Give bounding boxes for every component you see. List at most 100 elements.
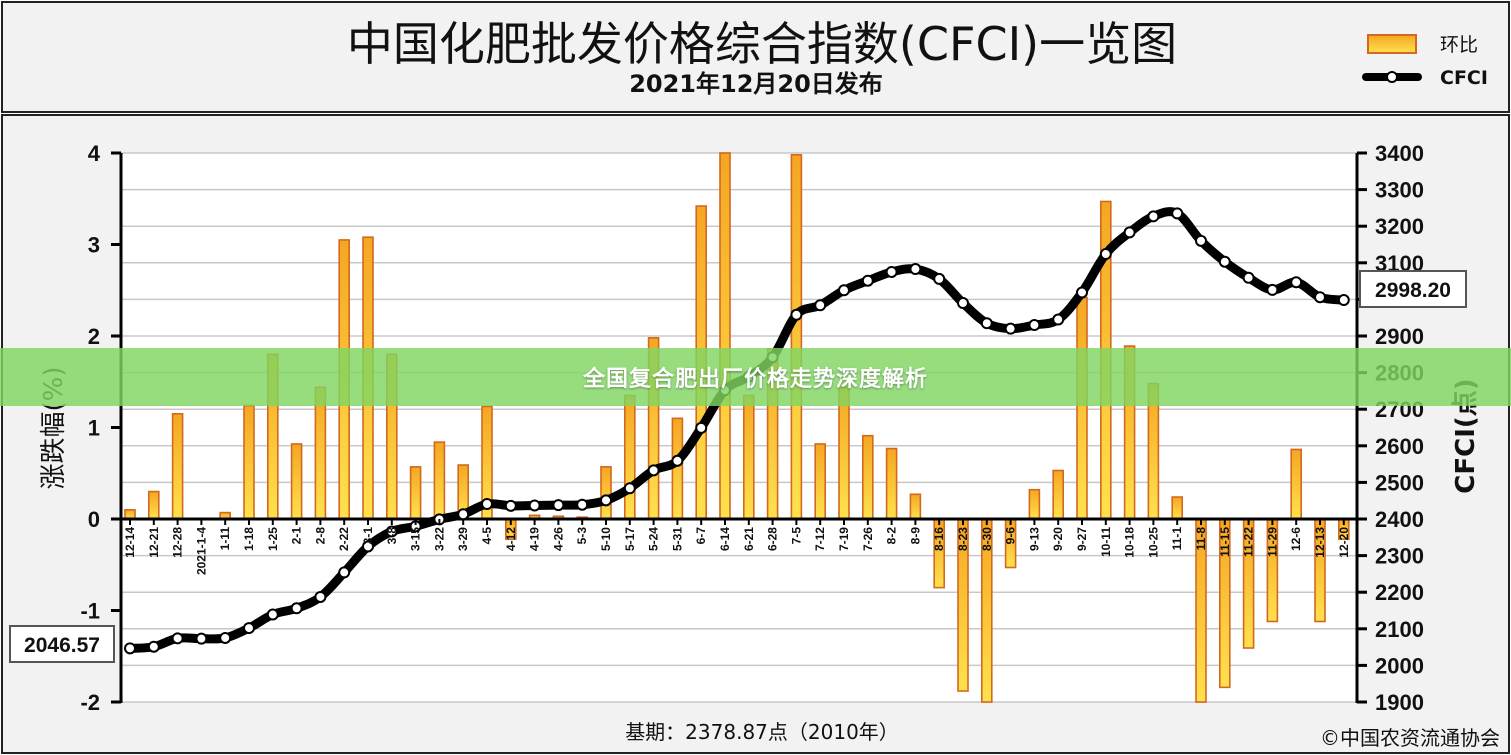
x-tick-label: 1-25 <box>266 527 280 551</box>
legend-line-marker <box>1386 71 1398 83</box>
cfci-point <box>695 421 708 434</box>
bar <box>243 404 255 520</box>
x-tick-label: 3-1 <box>361 527 375 545</box>
bar <box>623 394 636 520</box>
x-tick-label: 12-20 <box>1337 527 1351 558</box>
bar <box>409 466 422 520</box>
cfci-point <box>457 508 470 521</box>
x-tick-label: 3-8 <box>385 527 399 545</box>
cfci-point <box>1004 322 1017 335</box>
y-right-tick-label: 2000 <box>1375 653 1424 678</box>
x-tick-label: 12-13 <box>1313 527 1327 558</box>
x-tick-label: 11-29 <box>1265 527 1279 557</box>
y-right-tick-label: 2400 <box>1375 507 1424 532</box>
x-tick-label: 3-22 <box>432 527 446 551</box>
cfci-point <box>861 274 874 287</box>
bar <box>433 441 446 520</box>
end-value-callout: 2998.20 <box>1359 270 1467 308</box>
cfci-point <box>147 640 160 653</box>
x-tick-label: 11-1 <box>1170 527 1184 551</box>
x-tick-label: 9-6 <box>1004 527 1018 545</box>
bar <box>671 417 684 520</box>
y-right-tick-label: 3400 <box>1375 141 1424 166</box>
x-tick-label: 9-27 <box>1075 527 1089 551</box>
x-tick-label: 2-22 <box>337 527 351 551</box>
banner-text: 全国复合肥出厂价格走势深度解析 <box>582 367 928 392</box>
bar <box>790 154 803 520</box>
x-tick-label: 5-17 <box>623 527 637 551</box>
start-value-text: 2046.57 <box>24 634 100 657</box>
cfci-point <box>195 632 208 645</box>
cfci-point <box>1171 207 1184 220</box>
bar <box>1171 496 1183 520</box>
cfci-point <box>552 499 565 512</box>
bar <box>742 394 755 520</box>
legend-line-label: CFCI <box>1440 67 1488 89</box>
x-tick-label: 9-20 <box>1051 527 1065 551</box>
bar <box>1052 469 1064 520</box>
chart-title: 中国化肥批发价格综合指数(CFCI)一览图 <box>347 17 1177 71</box>
cfci-point <box>647 464 660 477</box>
cfci-point <box>885 265 898 278</box>
x-tick-label: 3-29 <box>456 527 470 551</box>
legend: 环比 CFCI <box>1362 34 1488 89</box>
bar <box>838 386 850 520</box>
x-tick-label: 10-18 <box>1123 527 1137 558</box>
x-tick-label: 10-11 <box>1099 527 1113 557</box>
x-tick-label: 1-18 <box>242 527 256 551</box>
cfci-point <box>909 263 922 276</box>
cfci-point <box>528 499 541 512</box>
y-right-tick-label: 3300 <box>1375 178 1424 203</box>
x-tick-label: 6-28 <box>766 527 780 551</box>
cfci-point <box>1314 291 1326 304</box>
x-tick-label: 2021-1-4 <box>194 527 208 575</box>
cfci-point <box>266 608 279 621</box>
cfci-point <box>980 317 993 330</box>
x-tick-label: 8-16 <box>932 527 946 551</box>
cfci-point <box>504 499 517 512</box>
x-tick-label: 11-15 <box>1218 527 1232 557</box>
y-right-tick-label: 3200 <box>1375 214 1424 239</box>
x-tick-label: 5-3 <box>575 527 589 545</box>
x-tick-label: 7-12 <box>813 527 827 551</box>
y-right-tick-label: 2600 <box>1375 434 1424 459</box>
overlay-banner: 全国复合肥出厂价格走势深度解析 <box>0 348 1511 406</box>
cfci-point <box>671 454 684 467</box>
cfci-point <box>1242 271 1255 284</box>
cfci-point <box>623 482 636 495</box>
cfci-point <box>290 602 303 615</box>
cfci-point <box>124 642 136 655</box>
start-value-callout: 2046.57 <box>9 625 115 663</box>
ticks-layer: -2 -1 0 1 2 3 4 1900 2000 2100 2200 2300 2400 2500 260… <box>80 141 1424 715</box>
bar <box>171 412 184 520</box>
header-panel <box>1 1 1510 113</box>
x-tick-label: 7-5 <box>789 527 803 545</box>
cfci-point <box>385 525 398 538</box>
bar <box>1076 296 1088 520</box>
bar <box>885 447 898 520</box>
base-period-note: 基期：2378.87点（2010年） <box>625 720 899 744</box>
y-left-tick-label: -1 <box>80 599 100 624</box>
legend-bar-swatch <box>1367 34 1417 54</box>
cfci-point <box>243 622 255 635</box>
x-tick-label: 3-15 <box>409 527 423 551</box>
cfci-point <box>219 631 232 644</box>
bar <box>600 466 612 520</box>
x-tick-label: 7-26 <box>861 527 875 551</box>
y-right-tick-label: 2200 <box>1375 580 1424 605</box>
y-left-tick-label: 3 <box>88 233 100 258</box>
bar <box>861 434 874 520</box>
cfci-point <box>1076 286 1088 299</box>
x-tick-label: 4-5 <box>480 527 494 545</box>
bar <box>719 152 731 520</box>
x-tick-label: 2-1 <box>290 527 304 545</box>
bar <box>148 490 160 520</box>
y-left-tick-label: 0 <box>88 507 100 532</box>
x-tick-label: 2-8 <box>313 527 327 545</box>
bar <box>290 443 303 520</box>
cfci-point <box>1147 210 1160 223</box>
x-tick-label: 5-10 <box>599 527 613 551</box>
bar <box>1290 448 1302 520</box>
